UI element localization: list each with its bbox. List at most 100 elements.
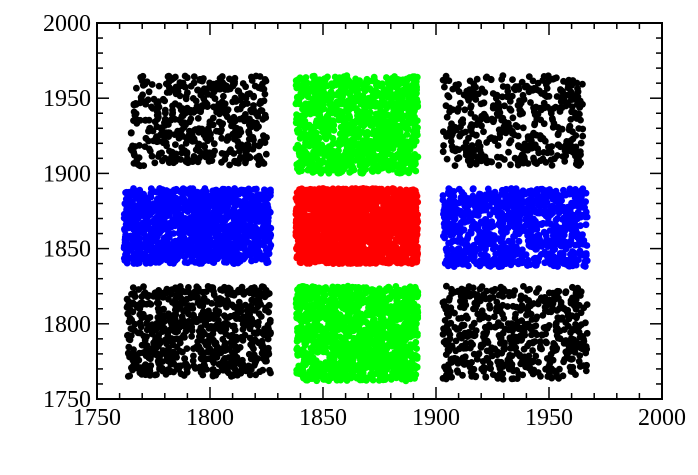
data-point xyxy=(579,80,586,88)
data-point xyxy=(248,77,256,84)
data-point xyxy=(404,125,412,133)
data-point xyxy=(255,213,263,221)
data-point xyxy=(451,162,459,170)
data-point xyxy=(326,145,334,153)
data-point xyxy=(361,147,368,155)
scatter-series-5 xyxy=(292,185,422,267)
data-point xyxy=(190,106,198,114)
data-point xyxy=(540,99,548,107)
data-point xyxy=(547,106,555,114)
data-point xyxy=(380,146,387,154)
data-point xyxy=(333,100,341,108)
data-point xyxy=(476,143,484,150)
data-point xyxy=(404,87,411,95)
data-point xyxy=(348,151,356,159)
data-point xyxy=(165,78,173,85)
data-point xyxy=(226,161,234,169)
data-point xyxy=(144,197,151,205)
data-point xyxy=(347,88,354,96)
data-point xyxy=(192,97,200,105)
data-point xyxy=(504,83,511,91)
data-point xyxy=(468,142,476,149)
data-point xyxy=(198,210,206,218)
data-point xyxy=(218,158,225,166)
data-point xyxy=(549,116,556,124)
data-point xyxy=(355,157,363,165)
data-point xyxy=(519,124,527,132)
data-point xyxy=(241,230,248,238)
data-point xyxy=(132,239,140,247)
data-point xyxy=(299,105,306,113)
data-point xyxy=(145,88,153,96)
data-point xyxy=(390,74,397,82)
data-point xyxy=(132,187,140,195)
data-point xyxy=(224,235,232,243)
data-point xyxy=(524,160,532,167)
data-point xyxy=(131,116,138,124)
data-point xyxy=(495,161,503,169)
data-point xyxy=(507,161,514,169)
data-point xyxy=(403,131,411,138)
data-point xyxy=(369,94,376,102)
data-point xyxy=(375,218,383,226)
data-point xyxy=(262,253,269,261)
data-point xyxy=(320,126,328,134)
data-point xyxy=(577,151,584,159)
data-point xyxy=(253,185,260,193)
data-point xyxy=(129,142,136,150)
data-point xyxy=(480,99,488,107)
data-point xyxy=(165,252,173,260)
data-point xyxy=(546,148,554,155)
data-point xyxy=(187,136,195,144)
data-point xyxy=(159,95,167,103)
data-point xyxy=(501,156,508,163)
data-point xyxy=(187,240,195,248)
data-point xyxy=(509,114,517,122)
data-point xyxy=(157,209,165,217)
data-point xyxy=(187,115,195,123)
data-point xyxy=(167,116,175,124)
data-point xyxy=(232,158,240,165)
data-point xyxy=(254,198,261,206)
data-point xyxy=(229,82,237,90)
data-point xyxy=(560,77,567,85)
data-point xyxy=(505,148,512,156)
data-point xyxy=(191,193,199,201)
data-point xyxy=(403,75,410,83)
data-point xyxy=(337,123,345,131)
data-point xyxy=(198,248,205,256)
data-point xyxy=(242,111,249,118)
data-point xyxy=(390,108,397,116)
data-point xyxy=(190,252,198,259)
data-point xyxy=(346,168,354,176)
data-point xyxy=(397,169,405,177)
data-point xyxy=(181,83,189,91)
data-point xyxy=(445,77,453,85)
data-point xyxy=(483,73,491,81)
data-point xyxy=(443,155,451,163)
data-point xyxy=(388,125,395,133)
data-point xyxy=(157,131,164,139)
data-point xyxy=(341,84,348,91)
data-point xyxy=(161,119,168,127)
data-point xyxy=(234,87,242,95)
data-point xyxy=(376,120,384,128)
data-point xyxy=(172,73,179,81)
data-point xyxy=(448,143,456,150)
data-point xyxy=(341,133,349,141)
data-point xyxy=(163,142,171,150)
data-point xyxy=(221,150,228,158)
data-point xyxy=(355,152,362,160)
data-point xyxy=(307,103,315,111)
data-point xyxy=(132,101,140,108)
data-point xyxy=(349,163,356,170)
data-point xyxy=(133,249,141,257)
data-point xyxy=(347,124,355,132)
data-point xyxy=(163,187,170,194)
data-point xyxy=(361,106,369,114)
data-point xyxy=(162,109,169,117)
data-point xyxy=(362,131,370,139)
data-point xyxy=(257,138,265,146)
data-point xyxy=(401,119,409,127)
data-point xyxy=(351,141,359,149)
